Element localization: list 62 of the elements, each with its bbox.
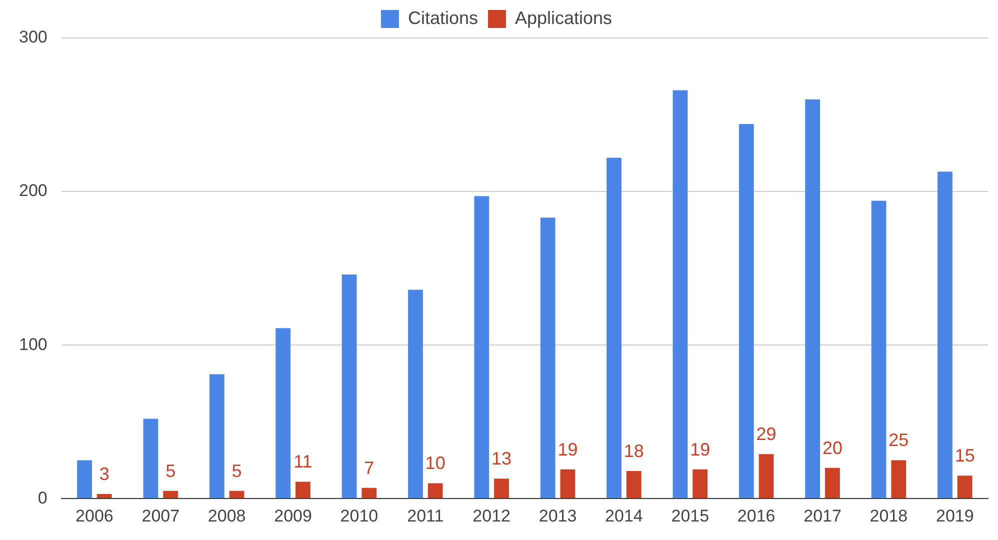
bar <box>362 488 377 498</box>
data-label: 20 <box>822 438 842 458</box>
x-tick-label: 2007 <box>142 506 180 526</box>
y-tick-label: 100 <box>18 334 48 354</box>
x-tick-label: 2019 <box>936 506 974 526</box>
data-label: 10 <box>425 453 446 474</box>
bar <box>229 490 244 498</box>
bar <box>209 374 224 498</box>
bar <box>957 476 972 498</box>
bar <box>494 478 509 498</box>
bar <box>692 469 708 498</box>
bar <box>96 494 112 498</box>
data-label: 19 <box>690 439 710 460</box>
y-tick-label: 0 <box>38 488 48 508</box>
data-label: 15 <box>954 446 975 466</box>
data-label: 13 <box>492 448 512 469</box>
bar <box>77 460 92 498</box>
bar <box>891 460 906 498</box>
bar <box>408 290 423 498</box>
bar <box>672 90 688 498</box>
bar <box>626 470 642 498</box>
x-tick-label: 2016 <box>737 506 776 526</box>
bar <box>825 468 840 498</box>
bar <box>938 172 952 498</box>
legend-label: Applications <box>514 8 612 28</box>
x-tick-label: 2017 <box>804 506 842 526</box>
y-tick-label: 300 <box>18 28 48 47</box>
bar <box>540 218 556 498</box>
bar <box>805 99 820 498</box>
data-label: 7 <box>364 458 374 478</box>
bar <box>871 200 886 498</box>
data-label: 29 <box>756 424 776 444</box>
x-tick-label: 2009 <box>274 506 312 526</box>
data-label: 5 <box>232 460 242 481</box>
bar <box>758 454 774 498</box>
bar <box>276 328 291 498</box>
bar <box>738 124 754 498</box>
bar <box>560 469 576 498</box>
x-tick-label: 2018 <box>870 506 908 526</box>
bar <box>163 490 178 498</box>
x-tick-label: 2008 <box>208 506 246 526</box>
data-label: 11 <box>294 452 312 472</box>
x-tick-label: 2010 <box>340 506 378 526</box>
data-label: 3 <box>99 464 110 484</box>
bar <box>474 196 490 498</box>
data-label: 19 <box>558 439 578 460</box>
y-tick-label: 200 <box>18 181 48 200</box>
x-tick-label: 2015 <box>671 506 710 526</box>
x-tick-label: 2014 <box>605 506 643 526</box>
data-label: 5 <box>166 460 176 481</box>
data-label: 18 <box>624 440 644 461</box>
x-tick-label: 2013 <box>538 506 577 526</box>
bar <box>606 158 622 498</box>
bar <box>143 418 158 498</box>
bar <box>342 274 357 498</box>
data-label: 25 <box>888 430 909 450</box>
bar <box>296 482 310 498</box>
x-tick-label: 2012 <box>472 506 510 526</box>
x-tick-label: 2011 <box>407 506 444 526</box>
bar <box>428 483 443 498</box>
legend-label: Citations <box>408 8 478 28</box>
x-tick-label: 2006 <box>76 506 114 526</box>
